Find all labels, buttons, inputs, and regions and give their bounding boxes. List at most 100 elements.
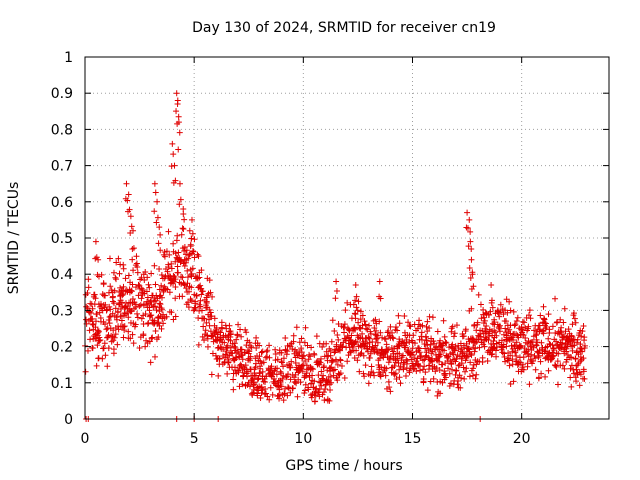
- data-point: [256, 369, 263, 376]
- data-point: [472, 345, 479, 352]
- data-point: [353, 347, 360, 354]
- data-point: [573, 378, 580, 385]
- data-point: [446, 382, 453, 389]
- data-point: [439, 361, 446, 368]
- data-point: [344, 299, 351, 306]
- data-point: [184, 267, 191, 274]
- data-point: [560, 319, 567, 326]
- data-point: [188, 270, 195, 277]
- data-point: [252, 360, 259, 367]
- data-point: [467, 350, 474, 357]
- data-point: [133, 253, 140, 260]
- data-point: [545, 367, 552, 374]
- data-point: [419, 322, 426, 329]
- data-point: [434, 328, 441, 335]
- data-point: [496, 322, 503, 329]
- data-point: [100, 281, 107, 288]
- data-point: [144, 274, 151, 281]
- data-point: [577, 358, 584, 365]
- data-point: [509, 356, 516, 363]
- data-point: [366, 354, 373, 361]
- data-point: [110, 350, 117, 357]
- data-point: [390, 335, 397, 342]
- data-point: [414, 355, 421, 362]
- data-point: [374, 339, 381, 346]
- data-point: [535, 374, 542, 381]
- data-point: [155, 240, 162, 247]
- data-point: [470, 361, 477, 368]
- data-point: [423, 333, 430, 340]
- data-point: [272, 378, 279, 385]
- data-point: [288, 358, 295, 365]
- data-point: [89, 315, 96, 322]
- data-point: [473, 361, 480, 368]
- data-point: [87, 309, 94, 316]
- data-point: [539, 319, 546, 326]
- data-point: [319, 343, 326, 350]
- data-point: [313, 385, 320, 392]
- data-point: [243, 329, 250, 336]
- data-point: [373, 348, 380, 355]
- data-point: [327, 387, 334, 394]
- data-point: [403, 339, 410, 346]
- data-point: [170, 272, 177, 279]
- data-point: [394, 327, 401, 334]
- data-point: [372, 316, 379, 323]
- y-tick-label: 0.3: [51, 303, 73, 319]
- data-point: [578, 346, 585, 353]
- data-point: [563, 348, 570, 355]
- data-point: [125, 272, 132, 279]
- data-point: [553, 338, 560, 345]
- data-point: [283, 374, 290, 381]
- data-point: [262, 390, 269, 397]
- data-point: [104, 363, 111, 370]
- data-point: [352, 282, 359, 289]
- y-tick-label: 0.7: [51, 159, 73, 175]
- data-point: [450, 333, 457, 340]
- data-point: [363, 325, 370, 332]
- data-point: [546, 340, 553, 347]
- data-point: [354, 357, 361, 364]
- data-point: [394, 355, 401, 362]
- data-point: [106, 314, 113, 321]
- data-point: [235, 321, 242, 328]
- data-point: [511, 343, 518, 350]
- data-point: [254, 376, 261, 383]
- data-point: [376, 293, 383, 300]
- data-point: [337, 357, 344, 364]
- data-point: [557, 328, 564, 335]
- data-point: [359, 312, 366, 319]
- data-point: [120, 265, 127, 272]
- data-point: [172, 313, 179, 320]
- data-point: [263, 348, 270, 355]
- data-point: [333, 358, 340, 365]
- data-point: [372, 331, 379, 338]
- data-point: [117, 284, 124, 291]
- data-point: [177, 196, 184, 203]
- data-point: [97, 336, 104, 343]
- data-point: [175, 113, 182, 120]
- data-point: [520, 366, 527, 373]
- data-point: [471, 348, 478, 355]
- data-point: [207, 309, 214, 316]
- data-point: [148, 335, 155, 342]
- data-point: [103, 326, 110, 333]
- data-point: [376, 355, 383, 362]
- data-point: [297, 379, 304, 386]
- data-point: [413, 358, 420, 365]
- chart-title: Day 130 of 2024, SRMTID for receiver cn1…: [192, 20, 496, 36]
- data-point: [309, 366, 316, 373]
- data-point: [153, 219, 160, 226]
- data-point: [247, 383, 254, 390]
- data-point: [418, 353, 425, 360]
- data-point: [513, 339, 520, 346]
- y-tick-label: 0.1: [51, 376, 73, 392]
- data-point: [235, 369, 242, 376]
- data-point: [355, 298, 362, 305]
- data-point: [130, 245, 137, 252]
- data-point: [392, 370, 399, 377]
- data-point: [293, 324, 300, 331]
- data-point: [416, 317, 423, 324]
- data-point: [95, 328, 102, 335]
- data-point: [298, 345, 305, 352]
